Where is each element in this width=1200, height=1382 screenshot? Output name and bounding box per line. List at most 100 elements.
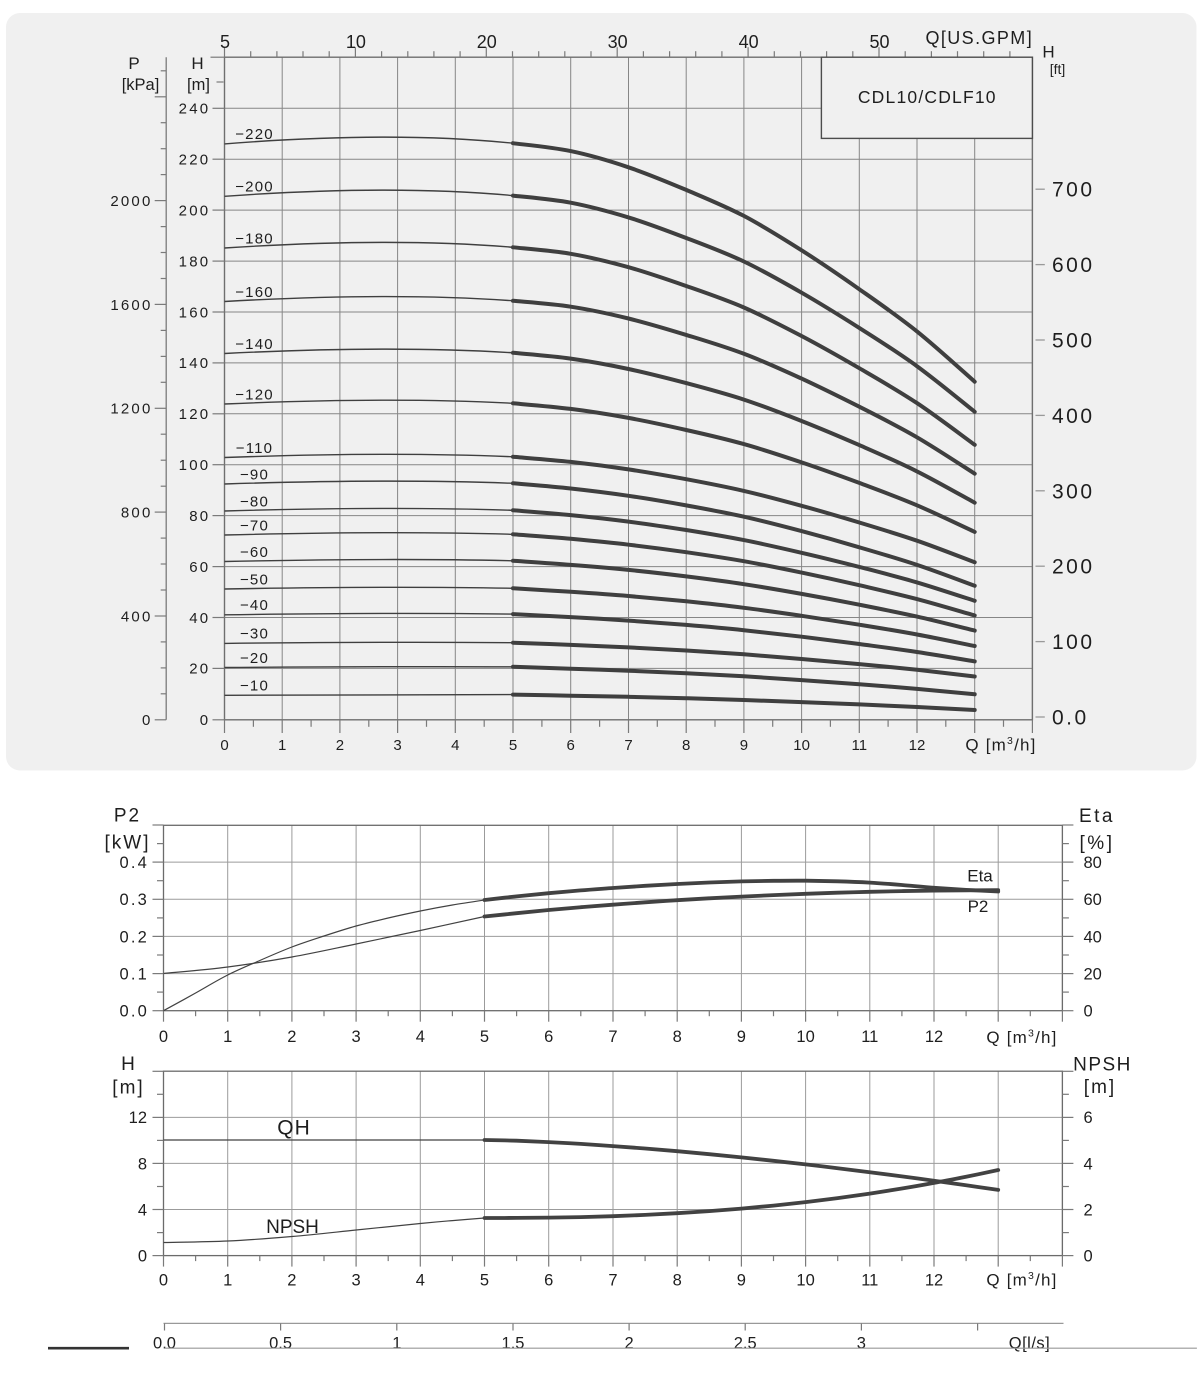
svg-text:NPSH: NPSH (1073, 1055, 1132, 1076)
svg-text:3: 3 (393, 737, 401, 754)
svg-text:120: 120 (179, 406, 211, 423)
svg-text:60: 60 (189, 559, 210, 576)
svg-text:2: 2 (287, 1028, 296, 1046)
svg-text:3: 3 (352, 1028, 361, 1046)
svg-text:7: 7 (608, 1028, 617, 1046)
svg-text:40: 40 (739, 32, 759, 52)
svg-text:200: 200 (179, 203, 211, 220)
svg-text:0.2: 0.2 (119, 928, 149, 946)
svg-text:1: 1 (223, 1271, 232, 1289)
svg-text:180: 180 (179, 253, 211, 270)
svg-text:100: 100 (179, 457, 211, 474)
svg-text:1: 1 (278, 737, 286, 754)
svg-text:60: 60 (1084, 891, 1102, 909)
svg-text:20: 20 (189, 661, 210, 678)
svg-text:Q [m3/h]: Q [m3/h] (986, 1270, 1057, 1290)
svg-text:−30: −30 (240, 626, 269, 643)
svg-text:600: 600 (1052, 254, 1095, 277)
svg-text:−140: −140 (235, 336, 274, 353)
svg-text:12: 12 (925, 1271, 943, 1289)
svg-text:0: 0 (142, 712, 153, 729)
svg-text:3: 3 (857, 1334, 866, 1352)
svg-text:−50: −50 (240, 571, 269, 588)
svg-text:P: P (128, 54, 139, 73)
svg-text:40: 40 (1084, 928, 1102, 946)
svg-text:11: 11 (861, 1028, 878, 1046)
svg-text:0: 0 (220, 737, 228, 754)
svg-text:6: 6 (567, 737, 575, 754)
svg-text:−180: −180 (235, 230, 274, 247)
svg-text:CDL10/CDLF10: CDL10/CDLF10 (858, 87, 997, 107)
svg-text:9: 9 (737, 1028, 746, 1046)
svg-text:−110: −110 (236, 440, 273, 457)
svg-text:8: 8 (673, 1028, 682, 1046)
svg-text:4: 4 (138, 1201, 147, 1219)
svg-text:−80: −80 (240, 493, 269, 510)
svg-text:[kPa]: [kPa] (122, 76, 160, 94)
svg-text:Eta: Eta (1079, 806, 1115, 827)
svg-text:[m]: [m] (1084, 1077, 1116, 1098)
svg-text:1: 1 (392, 1334, 401, 1352)
svg-text:0: 0 (159, 1028, 168, 1046)
svg-text:10: 10 (796, 1271, 814, 1289)
svg-text:4: 4 (451, 737, 459, 754)
svg-text:8: 8 (138, 1155, 147, 1173)
svg-text:Q [m3/h]: Q [m3/h] (965, 735, 1036, 755)
svg-text:10: 10 (796, 1028, 814, 1046)
svg-text:0.4: 0.4 (119, 854, 149, 872)
svg-text:−60: −60 (240, 544, 269, 561)
svg-text:500: 500 (1052, 330, 1095, 353)
svg-text:80: 80 (1084, 854, 1102, 872)
svg-text:9: 9 (737, 1271, 746, 1289)
svg-text:6: 6 (544, 1271, 553, 1289)
svg-text:140: 140 (179, 355, 211, 372)
svg-text:240: 240 (179, 101, 211, 118)
svg-text:H: H (121, 1054, 135, 1075)
svg-text:−20: −20 (240, 650, 269, 667)
svg-text:1.5: 1.5 (502, 1334, 525, 1352)
svg-text:300: 300 (1052, 480, 1095, 503)
svg-text:50: 50 (869, 32, 889, 52)
svg-text:80: 80 (189, 508, 210, 525)
svg-text:Eta: Eta (967, 867, 993, 886)
svg-text:−10: −10 (240, 678, 269, 695)
svg-text:QH: QH (277, 1117, 311, 1140)
svg-text:5: 5 (509, 737, 517, 754)
svg-text:7: 7 (608, 1271, 617, 1289)
svg-text:220: 220 (179, 152, 211, 169)
svg-text:0: 0 (200, 712, 211, 729)
svg-text:[kW]: [kW] (105, 833, 151, 854)
svg-text:2000: 2000 (110, 193, 152, 210)
svg-text:9: 9 (740, 737, 748, 754)
svg-text:11: 11 (861, 1271, 878, 1289)
svg-text:−200: −200 (235, 179, 274, 196)
svg-text:4: 4 (416, 1271, 425, 1289)
svg-text:2: 2 (287, 1271, 296, 1289)
svg-text:−90: −90 (240, 466, 269, 483)
svg-text:−220: −220 (235, 126, 274, 143)
svg-text:200: 200 (1052, 556, 1095, 579)
svg-text:P2: P2 (968, 897, 989, 916)
svg-text:−70: −70 (240, 517, 269, 534)
svg-text:10: 10 (793, 737, 810, 754)
svg-text:2: 2 (336, 737, 344, 754)
svg-text:0.1: 0.1 (119, 965, 149, 983)
svg-text:H: H (191, 54, 203, 73)
svg-text:400: 400 (121, 608, 153, 625)
svg-text:5: 5 (480, 1271, 489, 1289)
svg-text:−120: −120 (235, 386, 274, 403)
svg-text:0: 0 (1084, 1003, 1093, 1021)
svg-text:Q [m3/h]: Q [m3/h] (986, 1028, 1057, 1048)
svg-text:[m]: [m] (187, 76, 210, 94)
svg-text:1600: 1600 (110, 297, 152, 314)
svg-text:7: 7 (624, 737, 632, 754)
svg-text:NPSH: NPSH (266, 1217, 319, 1238)
svg-text:1: 1 (223, 1028, 232, 1046)
svg-text:0.3: 0.3 (119, 891, 149, 909)
svg-text:2: 2 (1084, 1201, 1093, 1219)
svg-text:30: 30 (608, 32, 628, 52)
svg-text:Q[l/s]: Q[l/s] (1009, 1334, 1051, 1352)
svg-text:[%]: [%] (1080, 833, 1115, 854)
svg-text:100: 100 (1052, 631, 1095, 654)
svg-text:12: 12 (129, 1109, 147, 1127)
